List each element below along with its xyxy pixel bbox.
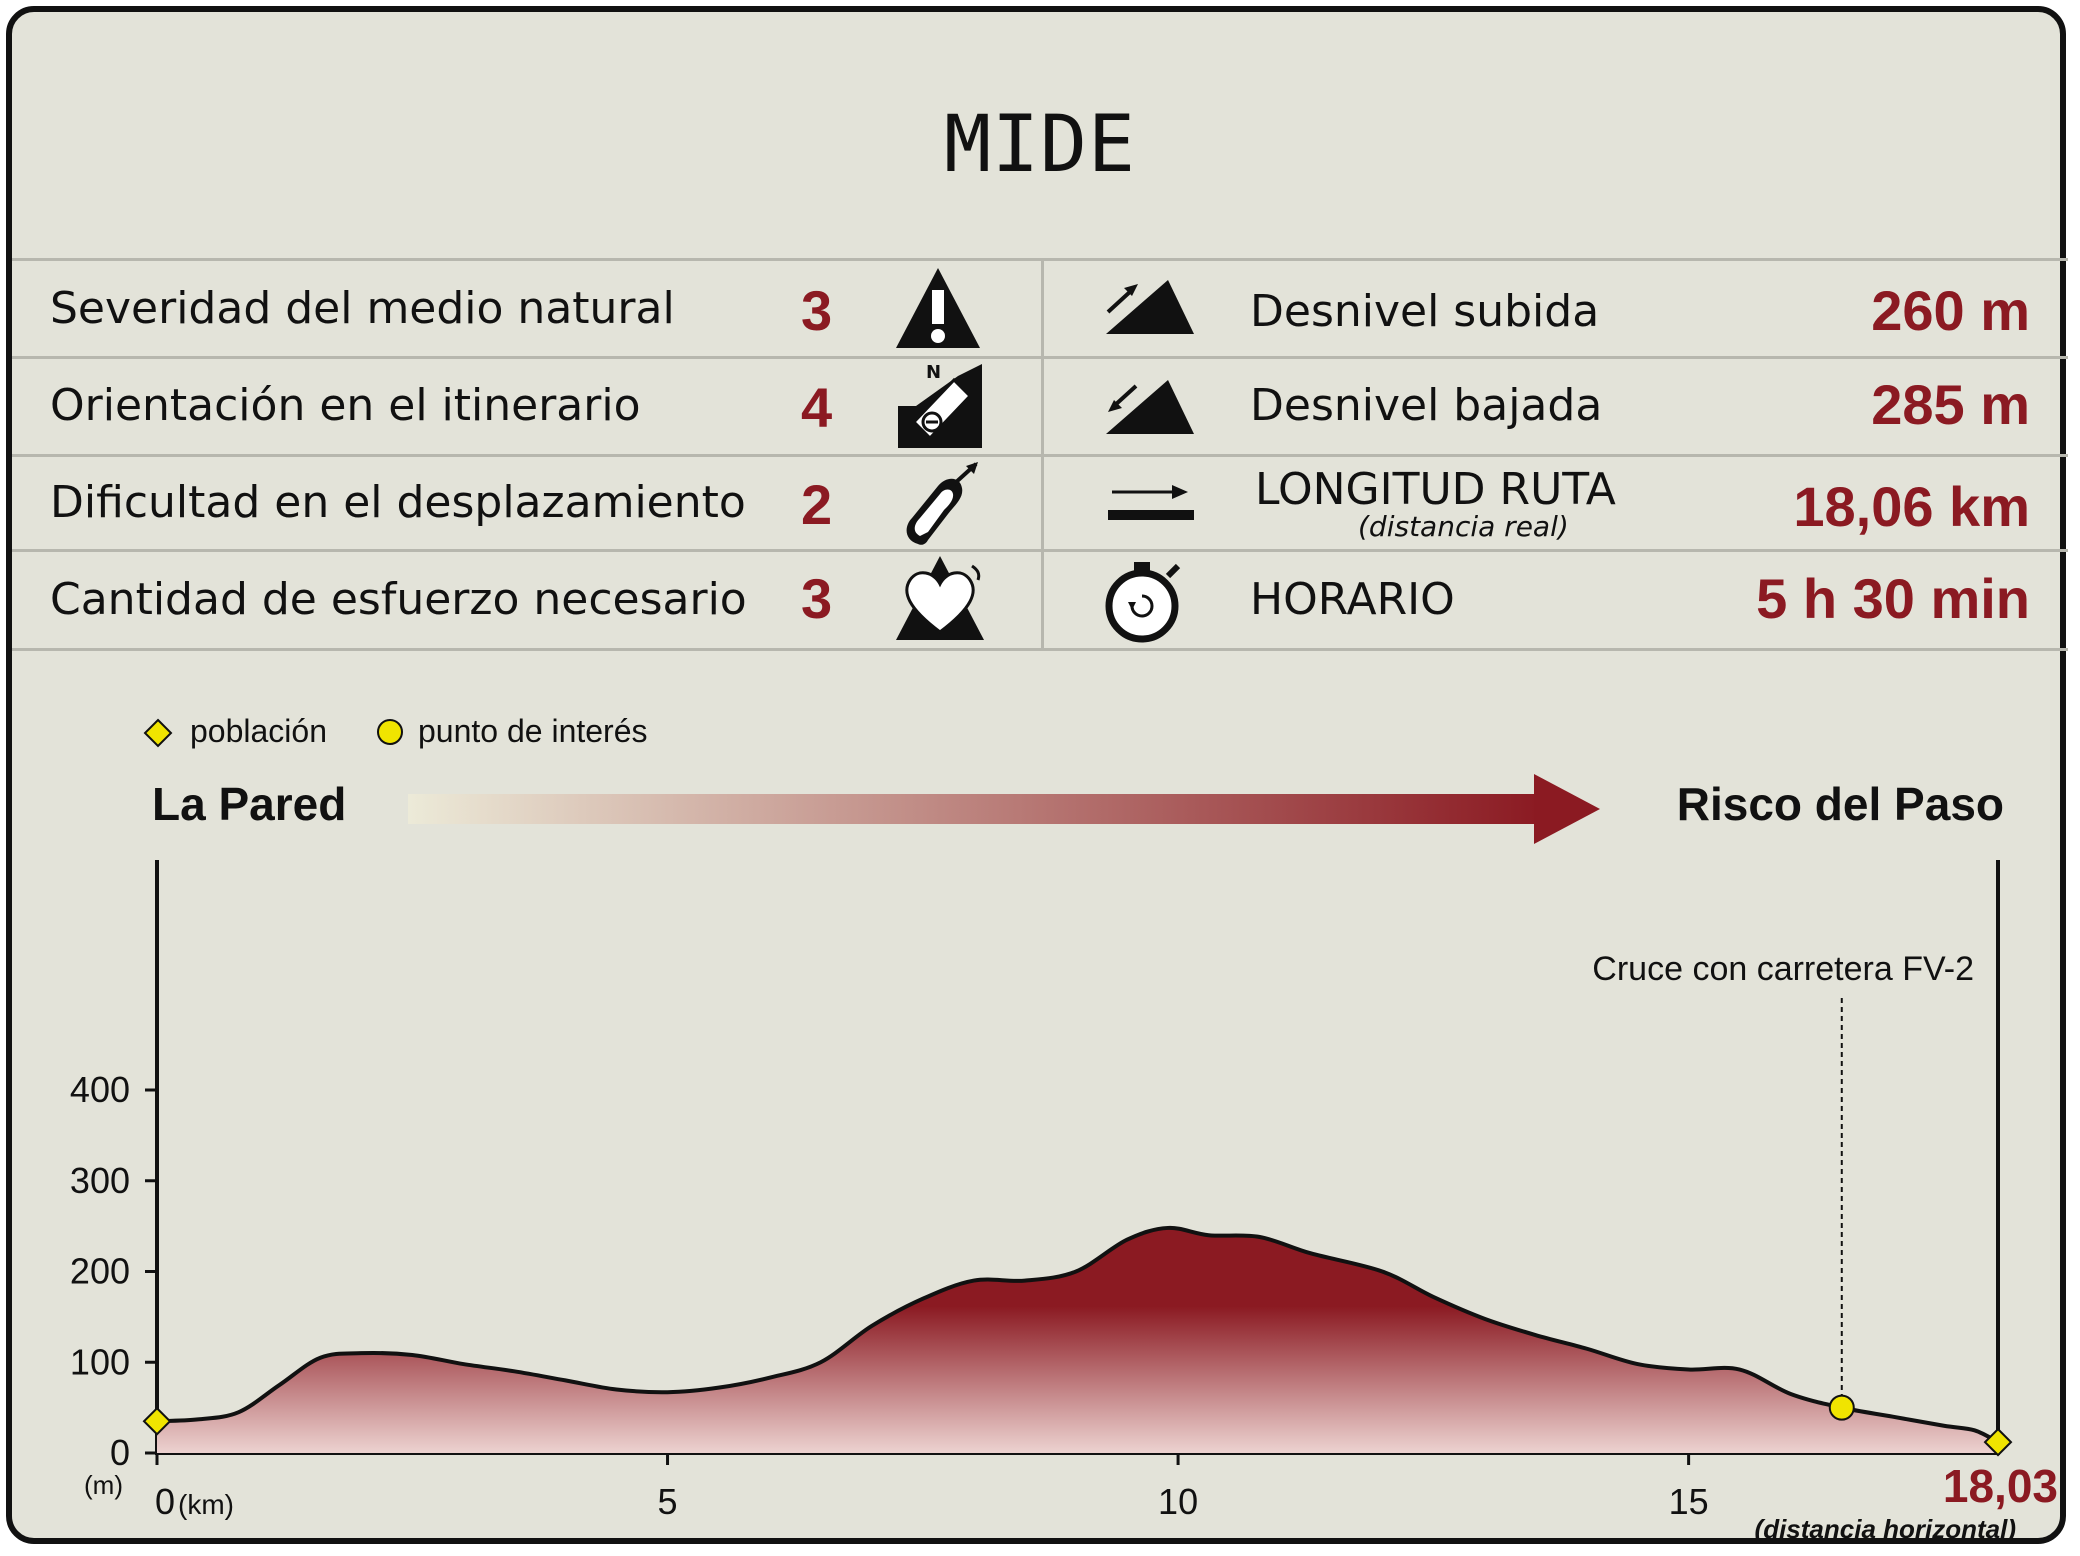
route-end-label: Risco del Paso <box>1677 778 2004 830</box>
mide-label-esfuerzo: Cantidad de esfuerzo necesario <box>50 574 747 625</box>
mide-value-desnivel-bajada: 285 m <box>1871 373 2030 436</box>
warning-mountain-icon <box>896 268 980 348</box>
mide-label-desnivel-bajada: Desnivel bajada <box>1250 380 1603 431</box>
heart-mountain-icon <box>896 556 984 640</box>
mide-value-esfuerzo: 3 <box>801 567 833 630</box>
x-end-note: (distancia horizontal) <box>1755 1514 2016 1544</box>
x-unit-label: (km) <box>178 1489 234 1520</box>
mide-label-horario: HORARIO <box>1250 574 1455 625</box>
mide-label-orientacion: Orientación en el itinerario <box>50 380 641 431</box>
mide-value-desnivel-subida: 260 m <box>1871 279 2030 342</box>
mide-label-severidad: Severidad del medio natural <box>50 283 675 334</box>
poi-marker <box>1828 1394 1855 1421</box>
y-tick-label: 300 <box>70 1160 130 1201</box>
route-direction-arrow-head <box>1534 774 1600 844</box>
legend-poblacion-label: población <box>190 713 327 749</box>
x-end-value: 18,03 <box>1943 1460 2058 1512</box>
y-tick-label: 200 <box>70 1251 130 1292</box>
table-divider <box>12 648 2068 651</box>
table-divider <box>12 549 2068 552</box>
mide-label-longitud: LONGITUD RUTA <box>1255 464 1616 515</box>
mide-value-severidad: 3 <box>801 279 833 342</box>
mide-value-horario: 5 h 30 min <box>1756 567 2030 630</box>
poblacion-marker <box>1983 1427 2013 1457</box>
page-title: MIDE <box>944 100 1136 190</box>
elevation-area <box>157 1227 1998 1453</box>
y-unit-label: (m) <box>84 1470 123 1500</box>
x-tick-label: 0 <box>155 1481 175 1522</box>
footprint-icon <box>906 462 978 545</box>
x-tick-label: 15 <box>1669 1481 1709 1522</box>
table-column-divider <box>1041 258 1044 650</box>
mide-label-desnivel-subida: Desnivel subida <box>1250 286 1600 337</box>
legend-poblacion-marker <box>143 718 173 748</box>
legend-punto-interes-label: punto de interés <box>418 713 648 749</box>
y-tick-label: 0 <box>110 1432 130 1473</box>
y-tick-label: 100 <box>70 1341 130 1382</box>
mide-value-dificultad: 2 <box>801 473 833 536</box>
mide-value-orientacion: 4 <box>801 376 833 439</box>
table-divider <box>12 258 2068 261</box>
elevation-line <box>156 1225 1999 1444</box>
x-tick-label: 5 <box>658 1481 678 1522</box>
svg-text:N: N <box>926 362 941 383</box>
distance-arrow-icon <box>1108 485 1194 520</box>
mide-label-dificultad: Dificultad en el desplazamiento <box>50 477 746 528</box>
stopwatch-icon <box>1105 562 1181 643</box>
table-divider <box>12 356 2068 359</box>
poblacion-marker <box>142 1406 172 1436</box>
slope-up-icon <box>1106 280 1194 334</box>
table-divider <box>12 454 2068 457</box>
legend-punto-interes-marker <box>377 719 403 745</box>
x-tick-label: 10 <box>1158 1481 1198 1522</box>
poi-label: Cruce con carretera FV-2 <box>1592 950 1974 988</box>
compass-icon: N <box>898 362 982 448</box>
route-start-label: La Pared <box>152 778 346 830</box>
route-direction-arrow-shaft <box>408 794 1540 824</box>
slope-down-icon <box>1106 380 1194 434</box>
mide-sublabel-longitud: (distancia real) <box>1358 510 1569 543</box>
mide-value-longitud: 18,06 km <box>1793 475 2030 538</box>
y-tick-label: 400 <box>70 1069 130 1110</box>
